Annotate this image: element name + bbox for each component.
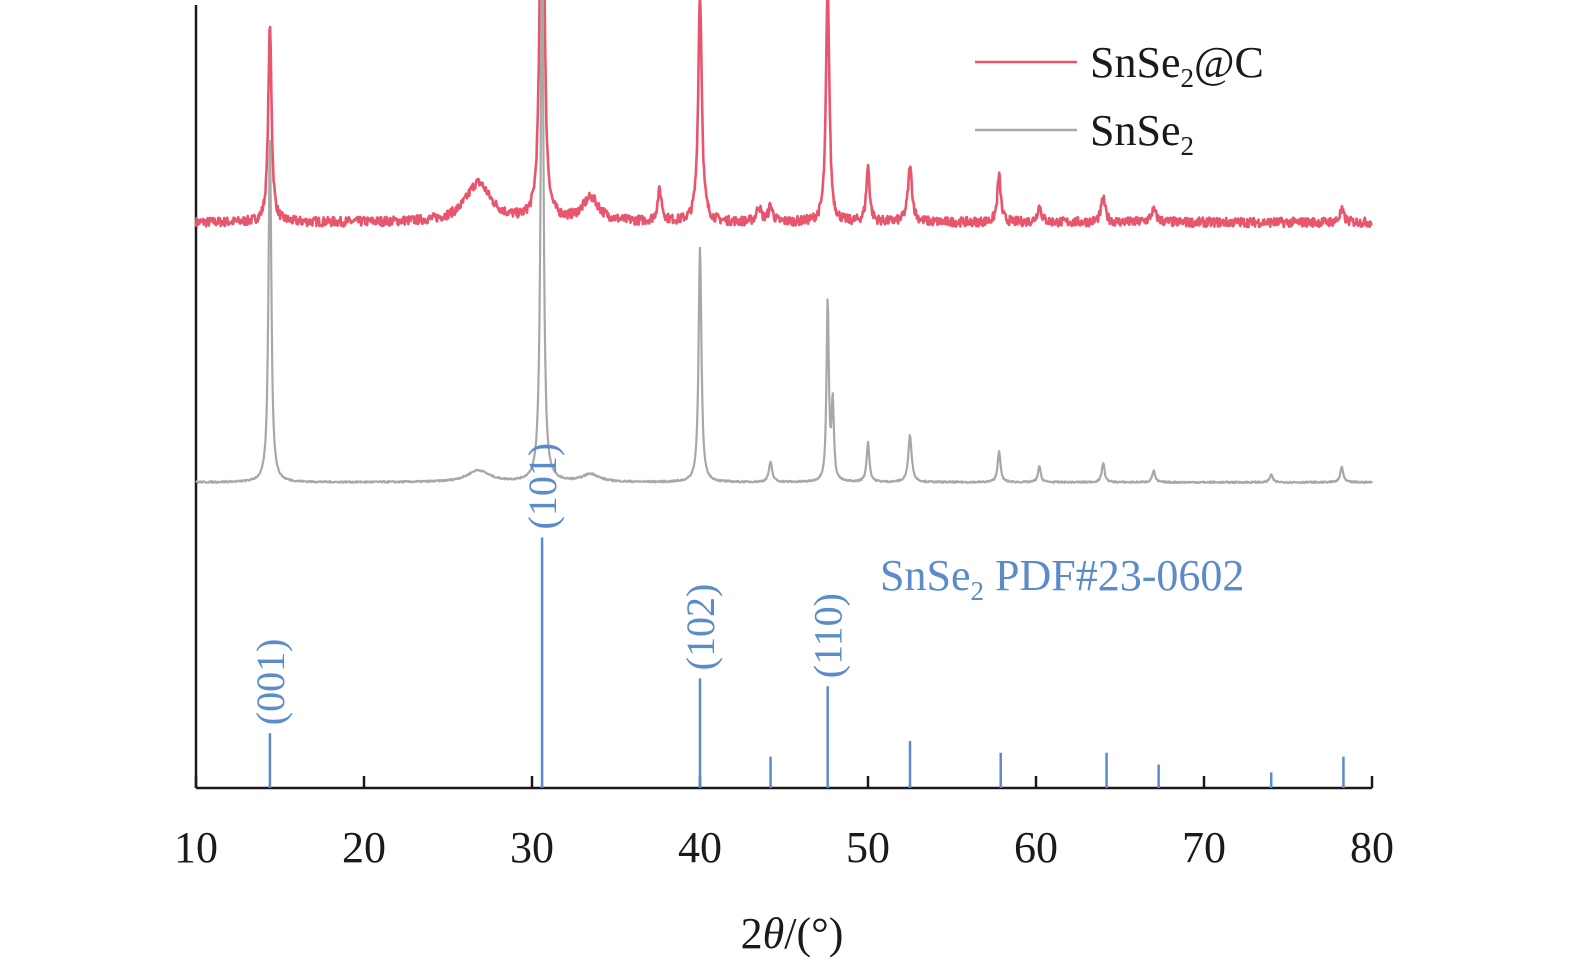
plot-area: 10 20 30 40 50 60 70 80 (001) (101) (102) (110): [174, 0, 1394, 872]
x-axis-title: 2θ/(°): [741, 909, 844, 958]
hkl-label: (101): [520, 443, 565, 530]
x-tick-label: 30: [510, 823, 554, 872]
hkl-label: (110): [806, 593, 851, 678]
reference-label: SnSe2 PDF#23-0602: [880, 551, 1244, 606]
hkl-label: (001): [248, 639, 293, 726]
x-tick-label: 10: [174, 823, 218, 872]
x-tick-label: 50: [846, 823, 890, 872]
x-tick-label: 70: [1182, 823, 1226, 872]
reference-sticks: (001) (101) (102) (110): [248, 443, 1345, 788]
x-tick-label: 80: [1350, 823, 1394, 872]
x-tick-label: 20: [342, 823, 386, 872]
legend: SnSe2@C SnSe2: [975, 38, 1264, 161]
legend-label: SnSe2@C: [1090, 38, 1264, 93]
series-lines: [194, 0, 1373, 485]
x-tick-label: 40: [678, 823, 722, 872]
legend-label: SnSe2: [1090, 106, 1194, 161]
x-axis-ticks: 10 20 30 40 50 60 70 80: [174, 776, 1394, 872]
hkl-label: (102): [678, 584, 723, 671]
series-line-snse2-c: [194, 0, 1373, 229]
series-line-snse2: [195, 0, 1373, 485]
x-tick-label: 60: [1014, 823, 1058, 872]
